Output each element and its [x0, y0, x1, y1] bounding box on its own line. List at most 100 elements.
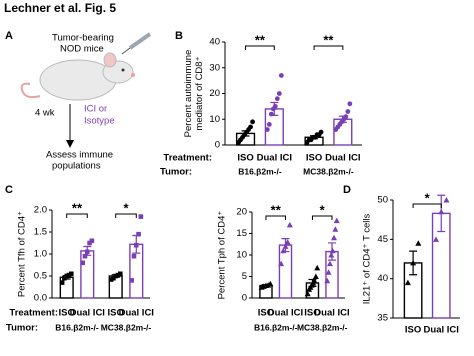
significance-label: *	[320, 202, 326, 217]
data-point	[329, 247, 336, 254]
x-tick-label: ISO	[405, 325, 421, 336]
data-point	[410, 259, 417, 266]
y-axis-label: mediator of CD8⁺	[194, 56, 205, 130]
panel-label: A	[5, 30, 13, 42]
group-label: B16.β2m-/-	[55, 322, 99, 332]
data-point	[80, 260, 85, 266]
data-point	[59, 280, 65, 285]
y-tick-label: 0	[242, 293, 247, 304]
data-point	[331, 234, 338, 241]
y-tick-label: 40	[377, 273, 388, 284]
data-point	[404, 279, 411, 286]
x-tick-label: Dual ICI	[268, 308, 303, 319]
data-point	[248, 124, 253, 130]
y-tick-label: 1.5	[34, 227, 47, 238]
data-point	[266, 122, 272, 127]
data-point	[264, 127, 270, 132]
y-axis-label: Percent Tfh of CD4⁺	[17, 211, 28, 297]
mouse-ear	[103, 52, 117, 68]
data-point	[68, 271, 74, 277]
data-point	[280, 247, 287, 254]
significance-label: **	[271, 202, 282, 217]
data-point	[304, 290, 311, 297]
significance-label: **	[255, 32, 266, 47]
data-point	[333, 217, 340, 224]
y-tick-label: 20	[209, 88, 220, 99]
diagram-text: Tumor-bearing	[52, 33, 114, 44]
mouse-eye	[121, 68, 125, 72]
y-tick-label: 0.5	[34, 271, 47, 282]
data-point	[318, 129, 324, 135]
panel-label: D	[343, 184, 351, 196]
diagram-text: Isotype	[84, 116, 115, 127]
data-point	[136, 231, 141, 237]
y-tick-label: 40	[209, 37, 220, 48]
data-point	[276, 91, 282, 96]
y-tick-label: 10	[209, 114, 220, 125]
group-label: MC38.β2m-/-	[101, 322, 152, 332]
data-point	[131, 253, 137, 259]
data-point	[311, 277, 318, 284]
data-point	[129, 278, 134, 283]
data-point	[347, 101, 353, 107]
x-tick-label: Dual ICI	[257, 153, 292, 164]
significance-bracket	[412, 203, 442, 208]
y-tick-label: 2.0	[34, 205, 47, 216]
x-tick-label: ISO	[306, 153, 322, 164]
significance-label: *	[123, 200, 129, 215]
y-axis-label: Percent autoimmune	[183, 50, 194, 138]
y-tick-label: 45	[377, 234, 388, 245]
y-tick-label: 0.0	[34, 293, 47, 304]
significance-bracket	[311, 215, 333, 220]
data-point	[250, 119, 255, 125]
data-point	[274, 96, 280, 102]
data-point	[89, 238, 95, 244]
mouse-tail	[20, 82, 41, 99]
panel-label: B	[175, 30, 183, 42]
data-point	[326, 260, 333, 267]
panel-label: C	[5, 184, 13, 196]
group-label: B16.β2m-/-	[238, 166, 282, 176]
y-tick-label: 5	[242, 271, 247, 282]
significance-bracket	[66, 213, 88, 218]
y-tick-label: 1.0	[34, 249, 47, 260]
data-point	[117, 271, 123, 277]
significance-label: **	[323, 32, 334, 47]
significance-bracket	[245, 45, 275, 50]
data-point	[438, 208, 445, 215]
row-label: Tumor:	[6, 323, 38, 334]
group-label: MC38.β2m-/-	[303, 166, 354, 176]
row-label: Treatment:	[9, 308, 58, 319]
diagram-text: ICI or	[84, 104, 107, 115]
data-point	[278, 260, 285, 267]
data-point	[278, 73, 284, 78]
y-tick-label: 35	[377, 313, 388, 324]
mouse-body	[39, 59, 117, 101]
x-tick-label: ISO	[237, 153, 253, 164]
diagram-text: populations	[52, 161, 101, 172]
data-point	[328, 252, 335, 258]
data-point	[312, 273, 319, 279]
x-tick-label: ISO	[108, 308, 124, 319]
y-axis-label: Percent Tph of CD4⁺	[217, 211, 228, 300]
data-point	[286, 221, 293, 228]
significance-bracket	[115, 213, 137, 218]
mouse-nose	[131, 73, 135, 77]
y-tick-label: 0	[215, 140, 220, 151]
data-point	[133, 242, 139, 248]
data-point	[325, 269, 332, 275]
data-point	[433, 236, 440, 242]
diagram-text: 4 wk	[35, 108, 55, 119]
data-point	[324, 277, 331, 284]
data-point	[345, 109, 351, 114]
significance-bracket	[313, 45, 344, 50]
data-point	[415, 240, 422, 246]
diagram-text: Assess immune	[46, 150, 113, 161]
group-label: B16.β2m-/-	[254, 322, 298, 332]
group-label: MC38.β2m-/-	[297, 322, 348, 332]
diagram-text: NOD mice	[60, 44, 104, 55]
y-tick-label: 10	[236, 250, 247, 261]
y-tick-label: 15	[236, 228, 247, 239]
x-tick-label: Dual ICI	[314, 308, 349, 319]
